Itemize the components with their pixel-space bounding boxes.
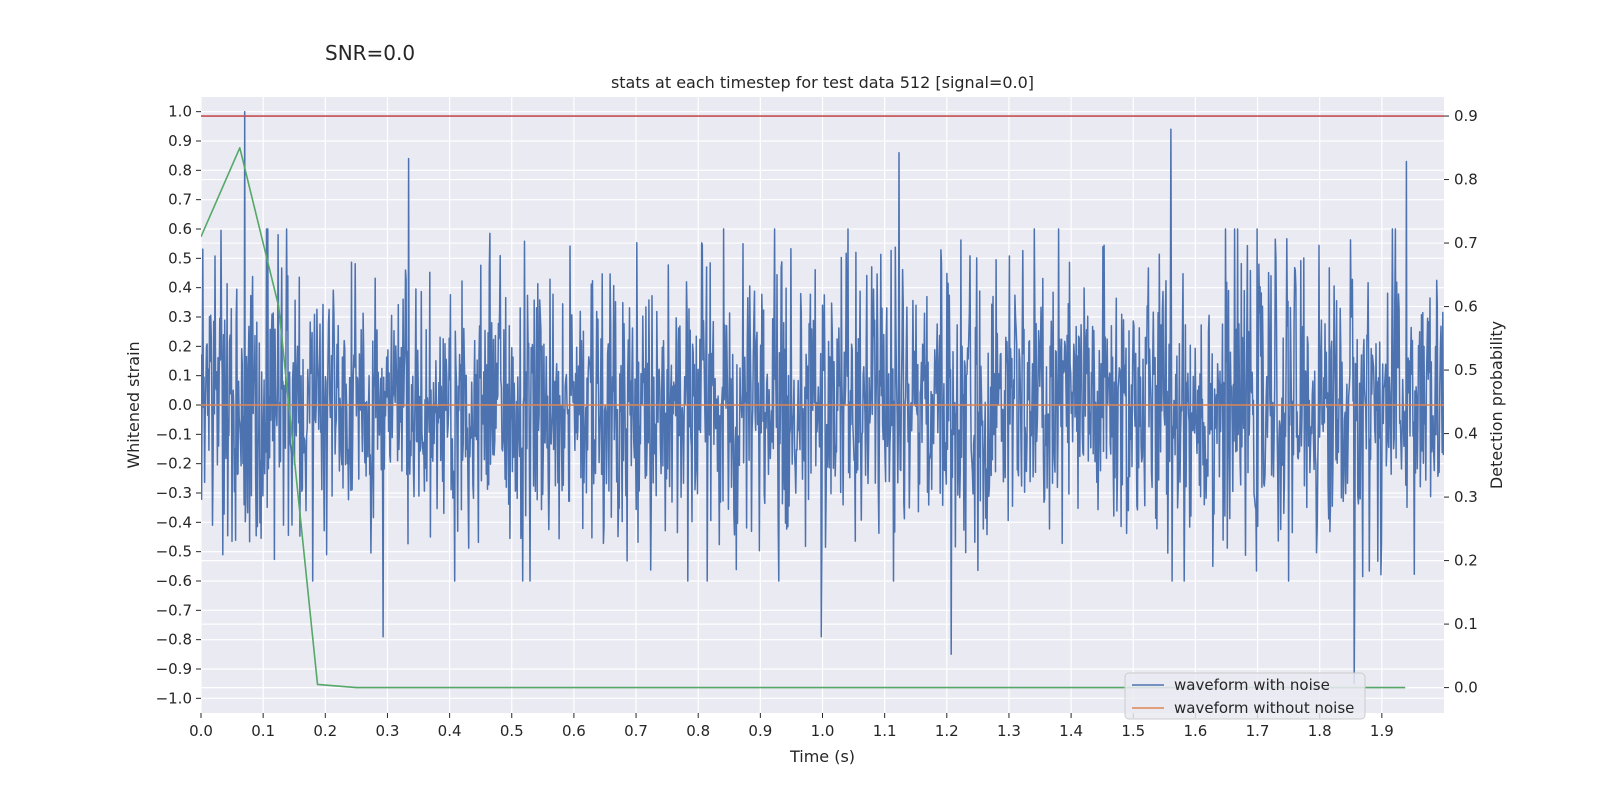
x-tick-label: 0.6 [562,722,586,740]
x-tick-label: 1.5 [1121,722,1145,740]
y-tick-label: 0.4 [168,279,192,297]
y-tick-label: −0.6 [156,572,192,590]
x-tick-label: 0.3 [376,722,400,740]
y2-tick-label: 0.2 [1454,552,1478,570]
y-tick-label: 0.0 [168,396,192,414]
y2-tick-label: 0.6 [1454,298,1478,316]
y-tick-label: −1.0 [156,689,192,707]
y2-tick-label: 0.9 [1454,107,1478,125]
x-tick-label: 1.9 [1370,722,1394,740]
y-tick-label: 0.5 [168,249,192,267]
x-tick-label: 1.0 [811,722,835,740]
x-tick-label: 1.1 [873,722,897,740]
y-axis-label: Whitened strain [124,341,143,468]
series-line-waveform-with-noise [201,110,1444,685]
x-tick-label: 0.0 [189,722,213,740]
y2-axis-label: Detection probability [1487,321,1506,489]
chart-title: stats at each timestep for test data 512… [611,73,1034,92]
y-tick-label: −0.5 [156,543,192,561]
x-tick-label: 0.1 [251,722,275,740]
x-tick-label: 0.4 [438,722,462,740]
y-tick-label: −0.8 [156,631,192,649]
y-tick-label: 0.7 [168,191,192,209]
y2-tick-label: 0.3 [1454,488,1478,506]
x-tick-label: 1.4 [1059,722,1083,740]
y-tick-label: 0.1 [168,367,192,385]
x-tick-label: 1.3 [997,722,1021,740]
y-tick-label: 0.6 [168,220,192,238]
x-tick-label: 1.2 [935,722,959,740]
plot-area [201,110,1444,689]
y2-tick-label: 0.5 [1454,361,1478,379]
y2-tick-label: 0.8 [1454,171,1478,189]
y2-tick-label: 0.4 [1454,425,1478,443]
x-tick-label: 1.6 [1183,722,1207,740]
y-tick-label: 1.0 [168,103,192,121]
legend-label: waveform without noise [1174,699,1354,717]
y-tick-label: 0.8 [168,161,192,179]
x-tick-label: 0.8 [686,722,710,740]
y-tick-label: −0.7 [156,601,192,619]
y-tick-label: −0.9 [156,660,192,678]
legend: waveform with noise waveform without nois… [1124,672,1366,720]
x-axis-label: Time (s) [789,747,855,766]
x-tick-label: 0.7 [624,722,648,740]
y2-tick-label: 0.7 [1454,234,1478,252]
y2-tick-label: 0.0 [1454,679,1478,697]
x-tick-label: 0.5 [500,722,524,740]
y-tick-label: −0.3 [156,484,192,502]
legend-box [1124,672,1366,720]
y2-tick-label: 0.1 [1454,615,1478,633]
y-tick-label: −0.1 [156,425,192,443]
x-tick-label: 0.2 [313,722,337,740]
x-tick-label: 1.7 [1246,722,1270,740]
x-tick-label: 0.9 [748,722,772,740]
y-tick-label: 0.3 [168,308,192,326]
y-tick-label: −0.4 [156,513,192,531]
suptitle: SNR=0.0 [325,41,416,65]
series-line-series-2 [201,147,1406,689]
y-tick-label: −0.2 [156,455,192,473]
axes: 0.0 0.1 0.2 0.3 0.4 0.5 0.6 0.7 0.8 0.9 1.0 1.1 1.2 1… [156,103,1478,740]
y-tick-label: 0.9 [168,132,192,150]
x-tick-label: 1.8 [1308,722,1332,740]
legend-label: waveform with noise [1174,676,1330,694]
y-tick-label: 0.2 [168,337,192,355]
